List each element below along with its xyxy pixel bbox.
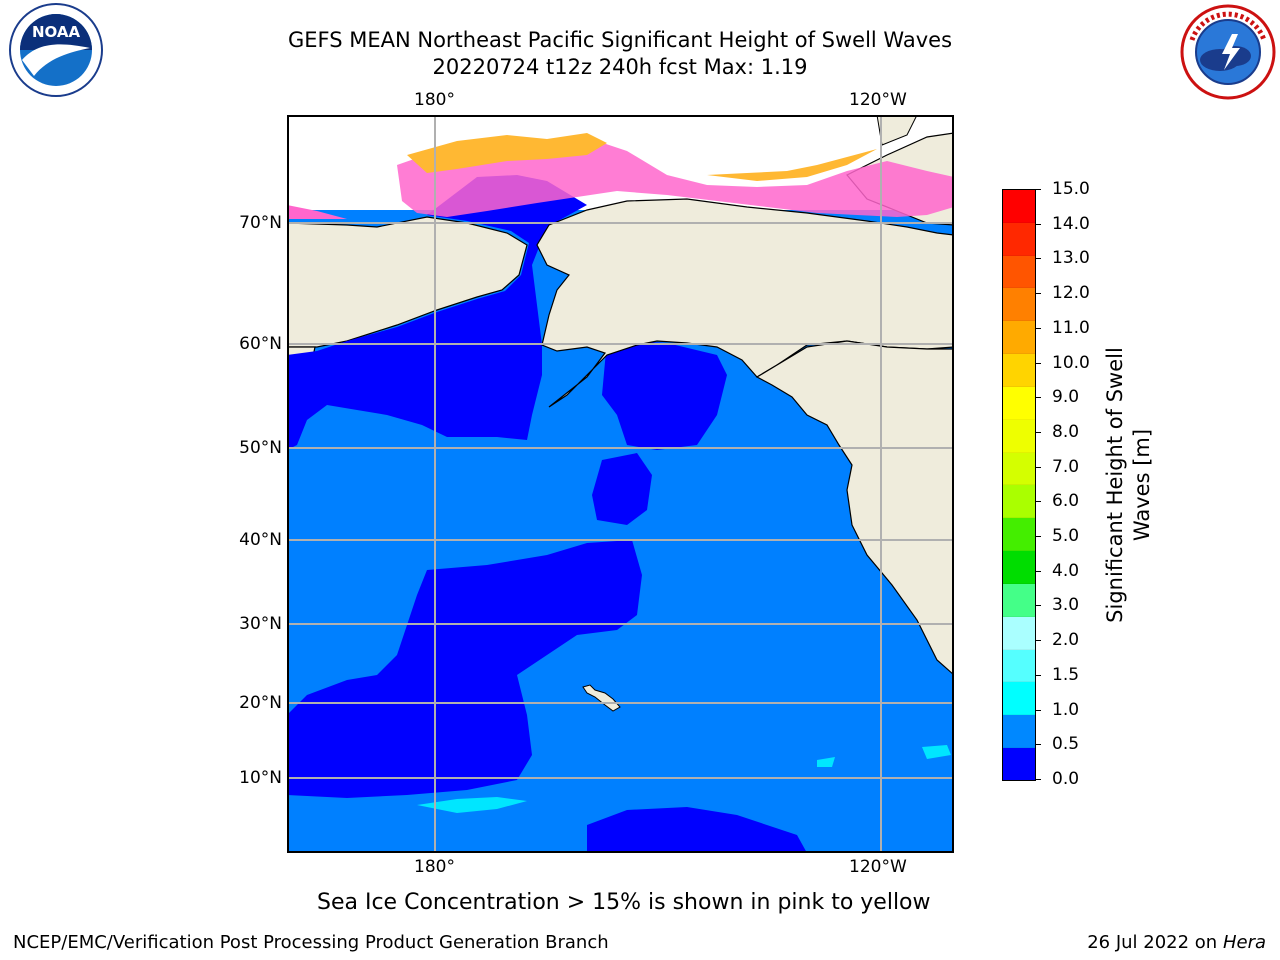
colorbar-tick-mark — [1035, 431, 1041, 433]
lat-label-10n: 10°N — [239, 768, 282, 788]
colorbar-label: Significant Height of Swell Waves [m] — [1102, 275, 1156, 695]
colorbar-tick-mark — [1035, 536, 1041, 538]
footer-date-text: 26 Jul 2022 on — [1087, 932, 1223, 953]
colorbar-segment — [1003, 551, 1035, 584]
colorbar-tick-label: 7.0 — [1052, 456, 1080, 477]
lat-label-40n: 40°N — [239, 530, 282, 550]
colorbar-tick-label: 3.0 — [1052, 595, 1080, 616]
colorbar-tick-mark — [1035, 605, 1041, 607]
footer-host: Hera — [1222, 932, 1266, 953]
lon-label-bottom-120w: 120°W — [849, 857, 907, 877]
colorbar-tick-label: 6.0 — [1052, 491, 1080, 512]
colorbar-tick-mark — [1035, 293, 1041, 295]
colorbar-segment — [1003, 682, 1035, 716]
colorbar-segment — [1003, 386, 1035, 420]
footer-date: 26 Jul 2022 on Hera — [1087, 932, 1266, 953]
colorbar-tick-label: 1.5 — [1052, 664, 1080, 685]
colorbar-segment — [1003, 354, 1035, 387]
colorbar-tick-label: 14.0 — [1052, 213, 1090, 234]
colorbar-segment — [1003, 452, 1035, 486]
colorbar-tick-label: 10.0 — [1052, 352, 1090, 373]
chart-title-line2: 20220724 t12z 240h fcst Max: 1.19 — [432, 55, 808, 79]
colorbar-segment — [1003, 748, 1035, 780]
colorbar-tick-label: 5.0 — [1052, 526, 1080, 547]
colorbar-tick-mark — [1035, 258, 1041, 260]
colorbar-segment — [1003, 485, 1035, 519]
colorbar-segment — [1003, 649, 1035, 683]
colorbar-tick-label: 9.0 — [1052, 387, 1080, 408]
colorbar-tick-mark — [1035, 362, 1041, 364]
lat-label-70n: 70°N — [239, 213, 282, 233]
lat-label-30n: 30°N — [239, 614, 282, 634]
colorbar-tick-label: 8.0 — [1052, 421, 1080, 442]
footer-credit: NCEP/EMC/Verification Post Processing Pr… — [13, 932, 609, 953]
colorbar-tick-mark — [1035, 501, 1041, 503]
colorbar-segment — [1003, 616, 1035, 650]
colorbar-tick-mark — [1035, 570, 1041, 572]
nws-logo — [1180, 4, 1276, 100]
lon-label-top-120w: 120°W — [849, 90, 907, 110]
colorbar-tick-label: 15.0 — [1052, 179, 1090, 199]
colorbar-label-line2: Waves [m] — [1130, 428, 1154, 542]
colorbar-ticks: 15.0 14.0 13.0 12.0 11.0 10.0 9.0 8.0 7.0 6.0 5.0 4… — [1035, 179, 1108, 790]
colorbar-segment — [1003, 222, 1035, 256]
colorbar-tick-mark — [1035, 640, 1041, 642]
colorbar-tick-mark — [1035, 223, 1041, 225]
noaa-logo: NOAA — [8, 2, 104, 98]
colorbar-segment — [1003, 321, 1035, 355]
colorbar-segment — [1003, 190, 1035, 223]
colorbar-tick-mark — [1035, 674, 1041, 676]
lon-label-bottom-180: 180° — [414, 857, 455, 877]
colorbar-label-line1: Significant Height of Swell — [1103, 347, 1127, 623]
lat-label-50n: 50°N — [239, 438, 282, 458]
colorbar-segment — [1003, 583, 1035, 617]
colorbar-tick-label: 13.0 — [1052, 248, 1090, 269]
colorbar-segment — [1003, 715, 1035, 749]
colorbar — [1002, 189, 1036, 781]
colorbar-tick-label: 0.5 — [1052, 734, 1080, 755]
colorbar-tick-mark — [1035, 744, 1041, 746]
chart-title-line1: GEFS MEAN Northeast Pacific Significant … — [287, 28, 953, 52]
map-panel — [287, 115, 954, 853]
lat-label-20n: 20°N — [239, 693, 282, 713]
colorbar-segment — [1003, 288, 1035, 322]
colorbar-tick-label: 1.0 — [1052, 699, 1080, 720]
colorbar-tick-mark — [1035, 327, 1041, 329]
sea-ice-note: Sea Ice Concentration > 15% is shown in … — [317, 890, 931, 915]
colorbar-segment — [1003, 419, 1035, 453]
colorbar-segment — [1003, 518, 1035, 552]
svg-text:NOAA: NOAA — [32, 23, 81, 41]
colorbar-tick-mark — [1035, 189, 1041, 190]
lat-label-60n: 60°N — [239, 334, 282, 354]
colorbar-tick-label: 2.0 — [1052, 630, 1080, 651]
colorbar-tick-mark — [1035, 466, 1041, 468]
colorbar-tick-mark — [1035, 779, 1041, 780]
lon-label-top-180: 180° — [414, 90, 455, 110]
colorbar-tick-label: 0.0 — [1052, 769, 1080, 789]
colorbar-tick-label: 11.0 — [1052, 317, 1090, 338]
colorbar-tick-mark — [1035, 709, 1041, 711]
colorbar-tick-label: 12.0 — [1052, 283, 1090, 304]
colorbar-segment — [1003, 255, 1035, 289]
colorbar-tick-label: 4.0 — [1052, 560, 1080, 581]
colorbar-tick-mark — [1035, 397, 1041, 399]
